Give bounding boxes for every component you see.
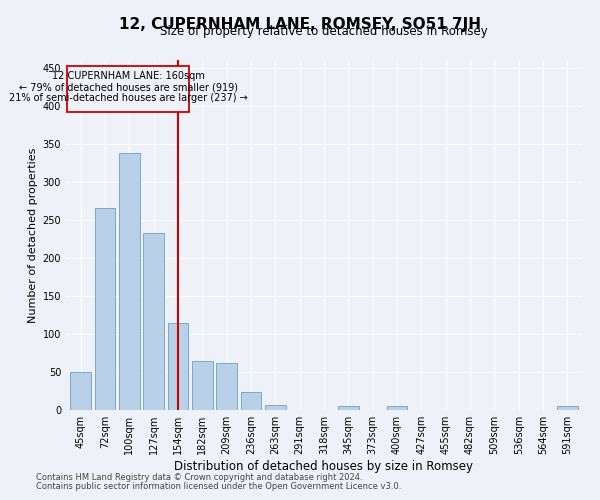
Bar [192,360,212,410]
Bar [241,392,262,410]
Bar [265,406,286,410]
Bar [143,232,164,410]
Y-axis label: Number of detached properties: Number of detached properties [28,148,38,322]
Text: Contains public sector information licensed under the Open Government Licence v3: Contains public sector information licen… [36,482,401,491]
X-axis label: Distribution of detached houses by size in Romsey: Distribution of detached houses by size … [175,460,473,473]
Text: ← 79% of detached houses are smaller (919): ← 79% of detached houses are smaller (91… [19,82,238,92]
Bar [386,406,407,410]
Bar [167,324,188,410]
Bar [557,406,578,410]
Bar [338,406,359,410]
Bar [119,153,140,410]
Bar [216,363,237,410]
Bar [95,208,115,410]
Title: Size of property relative to detached houses in Romsey: Size of property relative to detached ho… [160,25,488,38]
Text: 12, CUPERNHAM LANE, ROMSEY, SO51 7JH: 12, CUPERNHAM LANE, ROMSEY, SO51 7JH [119,18,481,32]
Text: 12 CUPERNHAM LANE: 160sqm: 12 CUPERNHAM LANE: 160sqm [52,72,205,82]
Text: Contains HM Land Registry data © Crown copyright and database right 2024.: Contains HM Land Registry data © Crown c… [36,474,362,482]
Bar [70,372,91,410]
FancyBboxPatch shape [67,66,189,112]
Text: 21% of semi-detached houses are larger (237) →: 21% of semi-detached houses are larger (… [8,92,247,102]
